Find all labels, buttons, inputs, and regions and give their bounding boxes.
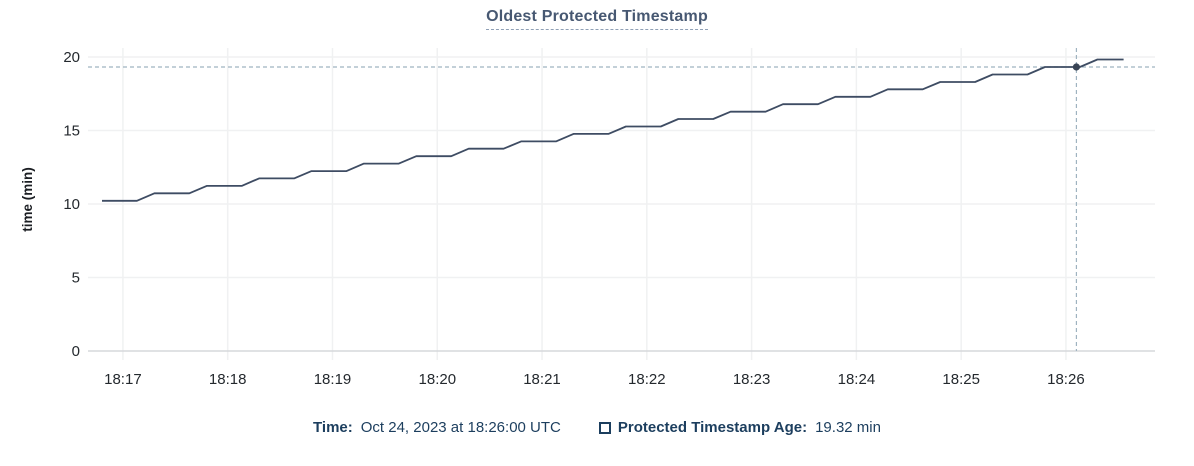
y-tick-label: 15	[63, 123, 80, 140]
chart-title[interactable]: Oldest Protected Timestamp	[486, 8, 708, 30]
y-tick-label: 5	[72, 270, 80, 287]
y-tick-label: 0	[72, 343, 80, 360]
y-tick-label: 10	[63, 196, 80, 213]
chart-title-row: Oldest Protected Timestamp	[0, 8, 1194, 30]
legend-series-toggle[interactable]: Protected Timestamp Age: 19.32 min	[598, 419, 881, 436]
x-tick-label: 18:20	[419, 371, 457, 388]
series-line	[102, 58, 1124, 202]
legend-series-label: Protected Timestamp Age:	[617, 419, 808, 436]
x-tick-label: 18:25	[942, 371, 980, 388]
x-tick-label: 18:26	[1047, 371, 1085, 388]
x-tick-label: 18:19	[314, 371, 352, 388]
legend-checkbox[interactable]	[598, 421, 611, 434]
x-tick-label: 18:21	[523, 371, 561, 388]
highlight-point[interactable]	[1072, 63, 1080, 71]
x-tick-label: 18:23	[733, 371, 771, 388]
x-tick-label: 18:18	[209, 371, 247, 388]
x-tick-label: 18:24	[838, 371, 876, 388]
line-chart[interactable]: 0 5 10 15 20 18:17 18:18 18:19 18:20 18:21 18:22 18…	[0, 0, 1194, 400]
y-axis-label: time (min)	[20, 167, 35, 232]
chart-legend: Time: Oct 24, 2023 at 18:26:00 UTC Prote…	[0, 419, 1194, 436]
x-tick-label: 18:17	[104, 371, 142, 388]
x-tick-label: 18:22	[628, 371, 666, 388]
legend-series-value: 19.32 min	[815, 419, 881, 436]
y-tick-label: 20	[63, 49, 80, 66]
legend-time-label: Time:	[313, 419, 353, 436]
legend-time-value: Oct 24, 2023 at 18:26:00 UTC	[360, 419, 561, 436]
